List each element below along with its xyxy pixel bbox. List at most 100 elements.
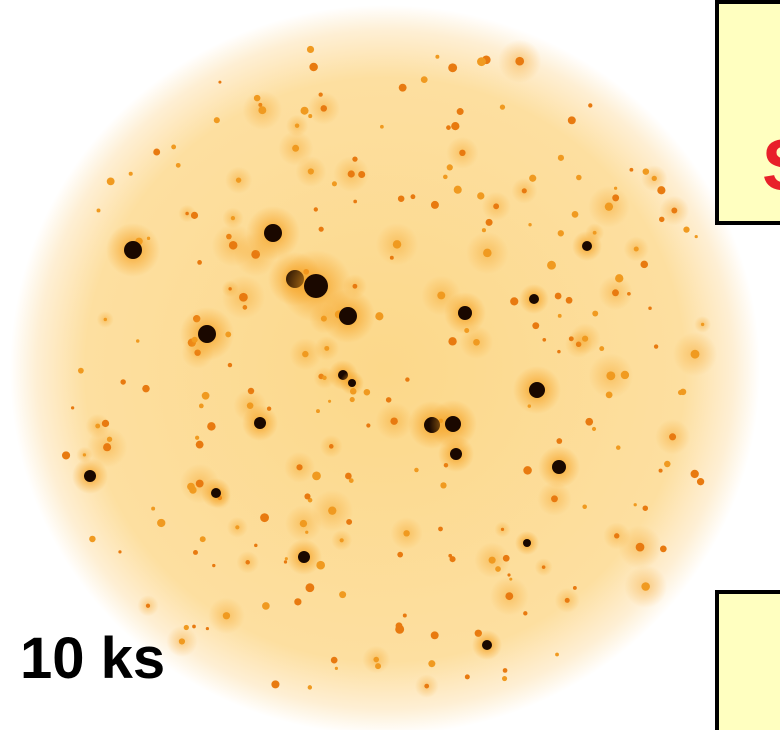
bright-source (445, 416, 461, 432)
source (558, 230, 564, 236)
source (212, 564, 215, 567)
source (346, 519, 352, 525)
source (495, 566, 501, 572)
source (307, 46, 314, 53)
source (136, 339, 140, 343)
source (493, 203, 499, 209)
source (309, 63, 318, 72)
source (353, 284, 358, 289)
source (364, 389, 371, 396)
source (231, 216, 235, 220)
source (701, 323, 704, 326)
source (503, 668, 508, 673)
source (654, 344, 658, 348)
source (505, 592, 513, 600)
source (555, 293, 562, 300)
source (304, 493, 310, 499)
source (78, 368, 84, 374)
source (218, 81, 221, 84)
bright-source (552, 460, 566, 474)
source (454, 186, 462, 194)
source (592, 427, 596, 431)
source (431, 631, 439, 639)
source (523, 611, 527, 615)
source (691, 470, 699, 478)
source (634, 503, 637, 506)
source (566, 297, 573, 304)
source (331, 657, 338, 664)
field-glow (10, 5, 760, 730)
source (254, 95, 261, 102)
source (405, 377, 409, 381)
source (95, 424, 100, 429)
source (324, 346, 329, 351)
source (328, 507, 336, 515)
source (153, 149, 160, 156)
source (556, 438, 562, 444)
source (592, 311, 598, 317)
source (641, 582, 650, 591)
bright-source (529, 294, 539, 304)
source (339, 591, 346, 598)
source (200, 536, 206, 542)
source (214, 117, 220, 123)
source (185, 212, 189, 216)
source (652, 176, 657, 181)
source (489, 557, 496, 564)
source (262, 602, 270, 610)
bright-source (582, 241, 592, 251)
source (97, 208, 101, 212)
source (397, 552, 403, 558)
source (428, 660, 435, 667)
source (437, 291, 445, 299)
bright-source (450, 448, 462, 460)
source (438, 527, 443, 532)
source (236, 177, 241, 182)
source (403, 613, 407, 617)
source (446, 125, 451, 130)
source (373, 657, 379, 663)
source (529, 175, 536, 182)
bright-source (198, 325, 216, 343)
source (120, 379, 125, 384)
bright-source (264, 224, 282, 242)
bright-source (211, 488, 221, 498)
source (515, 57, 524, 66)
source (459, 150, 465, 156)
source (390, 417, 397, 424)
source (375, 312, 383, 320)
source (229, 241, 238, 250)
source (305, 531, 308, 534)
source (523, 466, 532, 475)
source (300, 520, 307, 527)
source (350, 397, 355, 402)
source (671, 208, 677, 214)
source (301, 107, 309, 115)
source (316, 409, 320, 413)
bright-source (124, 241, 142, 259)
source (258, 106, 266, 114)
source (308, 685, 312, 689)
source (353, 200, 357, 204)
page: S 10 ks (() => { const data = JSON.parse… (0, 0, 780, 730)
source (366, 423, 370, 427)
source (83, 453, 86, 456)
bright-source (84, 470, 96, 482)
source (501, 528, 504, 531)
exposure-label: 10 ks (20, 626, 165, 691)
source (302, 351, 308, 357)
source (510, 297, 518, 305)
source (558, 155, 564, 161)
source (254, 544, 257, 547)
source (223, 612, 230, 619)
source (308, 168, 314, 174)
source (473, 339, 480, 346)
source (345, 473, 352, 480)
source (193, 550, 198, 555)
source (451, 122, 459, 130)
source (457, 108, 464, 115)
source (465, 674, 470, 679)
source (398, 195, 405, 202)
source (599, 346, 604, 351)
callout-box-lower (717, 592, 780, 730)
